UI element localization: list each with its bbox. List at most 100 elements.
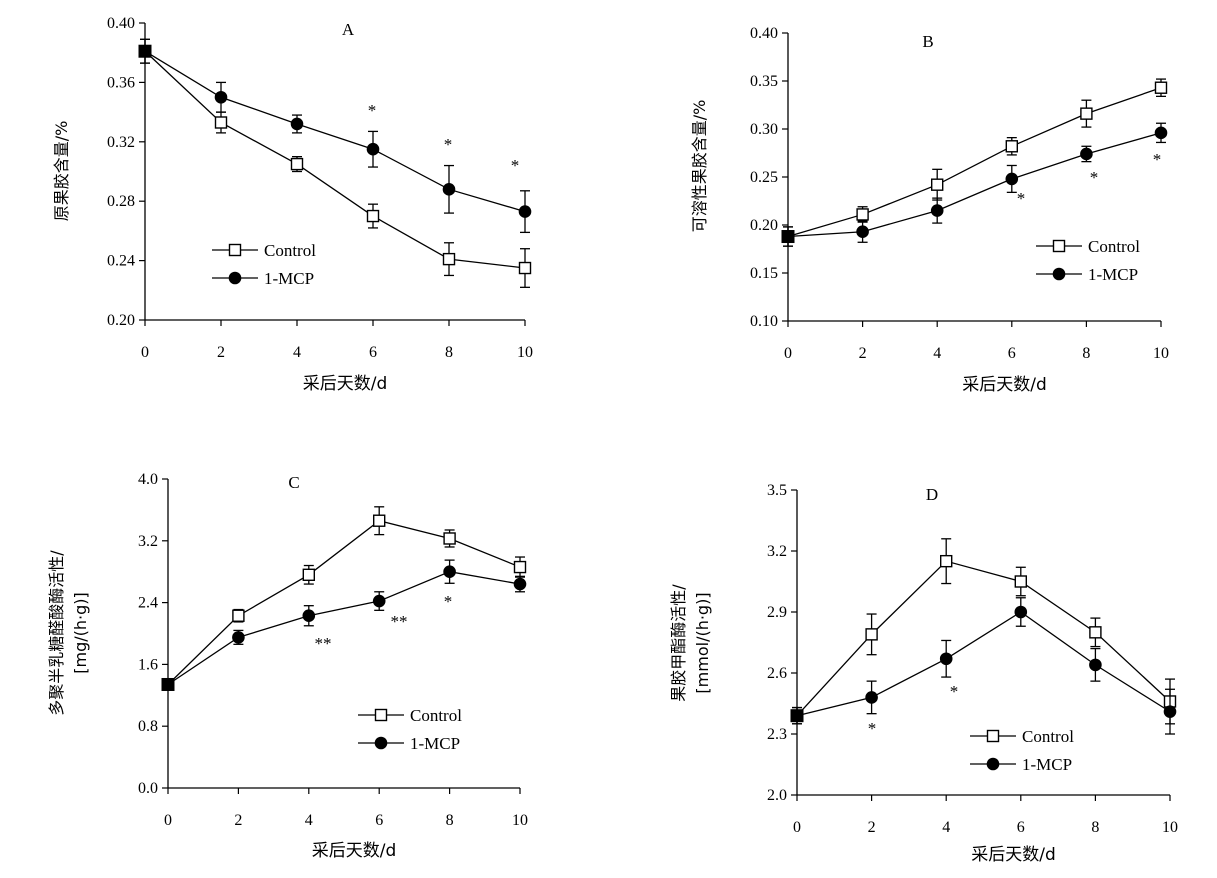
y-tick-label: 2.3: [767, 726, 787, 743]
series-line: [787, 87, 1162, 238]
data-point: [373, 514, 386, 527]
x-tick-label: 10: [517, 344, 533, 361]
panel-title: D: [926, 485, 938, 504]
y-tick-label: 0.20: [107, 312, 135, 329]
y-tick-label: 2.6: [767, 665, 787, 682]
x-tick-label: 2: [234, 812, 242, 829]
legend-label: 1-MCP: [410, 734, 460, 753]
series-line: [144, 50, 526, 213]
significance-mark: *: [1090, 168, 1099, 187]
data-point: [214, 90, 228, 104]
series-control: [140, 38, 532, 288]
x-tick-label: 0: [784, 345, 792, 362]
data-point: [856, 208, 869, 221]
y-tick-label: 0.32: [107, 134, 135, 151]
series-control: [783, 78, 1168, 247]
x-tick-label: 8: [446, 812, 454, 829]
legend: Control 1-MCP: [358, 706, 462, 753]
significance-mark: *: [1017, 189, 1026, 208]
data-point: [1154, 81, 1168, 94]
data-point: [513, 577, 527, 591]
data-point: [232, 609, 245, 622]
y-tick-label: 2.9: [767, 604, 787, 621]
data-point: [1080, 147, 1093, 161]
y-axis-label: 可溶性果胶含量/%: [690, 100, 709, 233]
x-tick-label: 8: [1091, 819, 1099, 836]
series-line: [167, 571, 521, 686]
x-tick-label: 8: [445, 344, 453, 361]
y-tick-label: 0.20: [750, 217, 778, 234]
data-point: [856, 225, 869, 239]
data-point: [1014, 575, 1027, 588]
y-tick-label: 0.15: [750, 265, 778, 282]
legend-label: Control: [1088, 237, 1140, 256]
data-point: [214, 116, 228, 129]
data-point: [790, 709, 804, 723]
y-tick-label: 3.2: [138, 533, 158, 550]
x-axis-label: 采后天数/d: [303, 374, 388, 394]
legend-marker: [228, 243, 242, 257]
y-tick-label: 0.36: [107, 74, 135, 91]
series-line: [144, 50, 526, 269]
y-axis-label: 多聚半乳糖醛酸酶活性/[mg/(h·g)]: [47, 550, 90, 716]
y-tick-label: 0.28: [107, 193, 135, 210]
data-point: [443, 565, 456, 579]
y-tick-label: 0.10: [750, 313, 778, 330]
data-point: [930, 204, 944, 217]
y-tick-label: 0.25: [750, 169, 778, 186]
data-point: [366, 142, 380, 156]
data-point: [781, 230, 795, 244]
data-point: [443, 532, 456, 545]
data-point: [1154, 126, 1168, 140]
data-point: [1005, 140, 1018, 153]
panel-c: 0.0 0.8 1.6 2.4 3.2 4.0 0 2 4 6 8 10 C 采后天数/d 多聚半乳糖醛酸酶…: [47, 471, 528, 861]
data-point: [1014, 605, 1028, 619]
x-tick-label: 2: [859, 345, 867, 362]
data-point: [1080, 107, 1093, 120]
series-1-mcp: [161, 559, 527, 691]
data-point: [931, 178, 944, 191]
x-axis-label: 采后天数/d: [312, 841, 397, 861]
data-point: [518, 205, 532, 218]
y-tick-label: 2.4: [138, 595, 158, 612]
legend-label: Control: [264, 241, 316, 260]
y-tick-label: 0.0: [138, 780, 158, 797]
significance-mark: **: [391, 612, 408, 631]
x-tick-label: 4: [942, 819, 950, 836]
y-tick-label: 3.2: [767, 543, 787, 560]
data-point: [372, 594, 386, 608]
legend: Control 1-MCP: [1036, 237, 1140, 284]
x-tick-label: 6: [1017, 819, 1025, 836]
data-point: [232, 631, 245, 644]
legend-label: 1-MCP: [264, 269, 314, 288]
x-tick-label: 10: [1153, 345, 1169, 362]
panel-d: 2.0 2.3 2.6 2.9 3.2 3.5 0 2 4 6 8 10 D 采后天数/d 果胶甲酯酶活性/…: [669, 482, 1178, 865]
x-tick-label: 10: [512, 812, 528, 829]
x-tick-label: 4: [933, 345, 941, 362]
legend-label: Control: [410, 706, 462, 725]
data-point: [865, 691, 878, 704]
significance-mark: **: [315, 634, 332, 653]
legend-marker: [986, 729, 1000, 743]
series-1-mcp: [790, 597, 1177, 735]
data-point: [161, 677, 175, 691]
y-axis-label: 果胶甲酯酶活性/[mmol/(h·g)]: [669, 584, 712, 702]
legend-marker: [986, 757, 1000, 771]
data-point: [1089, 658, 1102, 672]
data-point: [302, 568, 315, 581]
significance-mark: *: [868, 719, 877, 738]
x-tick-label: 0: [141, 344, 149, 361]
y-tick-label: 0.40: [750, 25, 778, 42]
y-tick-label: 0.24: [107, 253, 135, 270]
x-tick-label: 6: [375, 812, 383, 829]
x-tick-label: 2: [217, 344, 225, 361]
series-line: [796, 611, 1171, 717]
data-point: [940, 554, 953, 568]
series-line: [787, 132, 1162, 238]
series-line: [167, 520, 521, 685]
legend-marker: [1052, 267, 1066, 281]
data-point: [939, 652, 953, 666]
significance-mark: *: [1153, 150, 1162, 169]
x-tick-label: 0: [164, 812, 172, 829]
y-tick-label: 0.40: [107, 15, 135, 32]
